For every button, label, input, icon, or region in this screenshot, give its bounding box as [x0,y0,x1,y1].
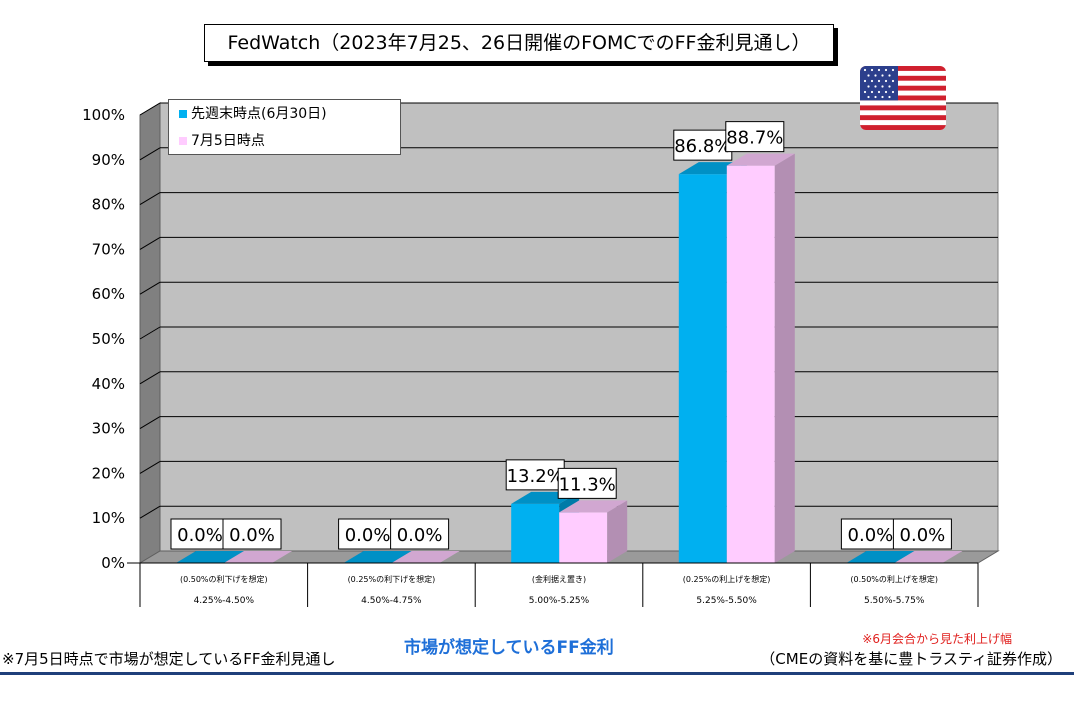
y-tick-label: 20% [92,464,125,482]
data-label-series2: 0.0% [892,518,952,550]
data-label-series2: 0.0% [390,518,450,550]
data-label-series2-box [390,518,450,550]
bar-series2 [391,551,460,563]
bar-series2-top [224,551,292,563]
data-label-series1-text: 0.0% [177,525,223,546]
data-label-series2-text: 0.0% [229,525,275,546]
data-label-series2-text: 0.0% [900,525,946,546]
bar-series2 [224,551,292,563]
data-label-series2-text: 88.7% [726,128,783,149]
legend-swatch-series2 [179,137,187,145]
legend-label-series1: 先週末時点(6月30日) [191,106,327,122]
y-tick-label: 70% [92,240,125,258]
legend-item-series1: 先週末時点(6月30日) [179,103,327,125]
gridline-side [139,102,161,116]
category-label: 5.25%-5.50% [696,596,757,606]
bar-series1-front [511,503,560,563]
data-label-series1-box [338,518,398,550]
footer-left-note: ※7月5日時点で市場が想定しているFF金利見通し [2,650,336,668]
gridline-side [139,147,161,161]
data-label-series1: 0.0% [338,518,398,550]
bar-series1-front [678,174,727,564]
bar-series2-side [607,500,628,563]
footer-source: （CMEの資料を基に豊トラスティ証券作成） [760,650,1062,668]
data-label-series2-box [557,467,617,499]
legend-label-series2: 7月5日時点 [191,133,265,149]
bar-series1-top [176,551,244,563]
legend-swatch-series1 [179,110,187,118]
category-label: 5.50%-5.75% [864,596,925,606]
data-label-series1-box [673,129,733,161]
bar-series2-front [559,512,608,563]
gridline-side [139,371,161,385]
data-label-series1: 0.0% [170,518,230,550]
gridline-side [139,192,161,206]
y-tick-label: 0% [101,554,125,572]
y-tick-label: 100% [82,106,125,124]
y-tick-label: 50% [92,330,125,348]
bar-series1 [343,551,412,563]
data-label-series2-text: 11.3% [559,474,616,495]
bar-series2-front [726,165,775,563]
bar-series2-top [559,500,628,513]
gridline-side [139,460,161,474]
bar-series2 [894,551,963,563]
y-tick-label: 80% [92,196,125,214]
data-label-series2: 11.3% [557,467,617,499]
gridline-side [139,416,161,430]
category-note: (0.25%の利下げを想定) [348,574,436,584]
data-label-series1: 86.8% [673,129,733,161]
y-tick-label: 40% [92,375,125,393]
y-tick-label: 30% [92,420,125,438]
category-label: 4.25%-4.50% [194,596,255,606]
category-label: 4.50%-4.75% [361,596,422,606]
gridline-side [139,281,161,295]
bottom-rule [0,672,1074,675]
bar-series1 [846,551,915,563]
data-label-series2-box [222,518,282,550]
gridline-side [139,236,161,250]
category-note: (0.25%の利上げを想定) [683,574,771,584]
category-label: 5.00%-5.25% [529,596,590,606]
data-label-series2-box [725,121,785,153]
footer-red-note: ※6月会合から見た利上げ幅 [862,632,1012,646]
bar-series2-top [391,551,460,563]
bar-series2-top [894,551,963,563]
gridline-side [139,326,161,340]
category-note: (0.50%の利上げを想定) [850,574,938,584]
data-label-series1-text: 86.8% [674,136,731,157]
chart-legend: 先週末時点(6月30日) 7月5日時点 [168,99,401,155]
bar-series2 [726,153,795,563]
data-label-series1-text: 13.2% [507,466,564,487]
us-flag-icon [860,66,946,130]
bar-series1-top [846,551,915,563]
y-tick-label: 90% [92,151,125,169]
legend-item-series2: 7月5日時点 [179,130,265,152]
bar-series2 [559,500,628,563]
data-label-series2-box [892,518,952,550]
bar-series2-top [726,153,795,166]
data-label-series1-box [505,459,565,491]
bar-series2-side [774,153,795,563]
data-label-series2: 0.0% [222,518,282,550]
chart-title: FedWatch（2023年7月25、26日開催のFOMCでのFF金利見通し） [204,24,834,62]
y-tick-label: 10% [92,509,125,527]
data-label-series2: 88.7% [725,121,785,153]
y-tick-label: 60% [92,285,125,303]
bar-series1-top [343,551,412,563]
data-label-series1-text: 0.0% [345,525,391,546]
category-note: (0.50%の利下げを想定) [180,574,268,584]
gridline-side [139,505,161,519]
data-label-series1: 0.0% [840,518,900,550]
x-axis-title: 市場が想定しているFF金利 [404,638,614,658]
bar-series1 [176,551,244,563]
data-label-series1: 13.2% [505,459,565,491]
data-label-series1-text: 0.0% [848,525,894,546]
category-note: (金利据え置き) [532,574,586,584]
data-label-series2-text: 0.0% [397,525,443,546]
